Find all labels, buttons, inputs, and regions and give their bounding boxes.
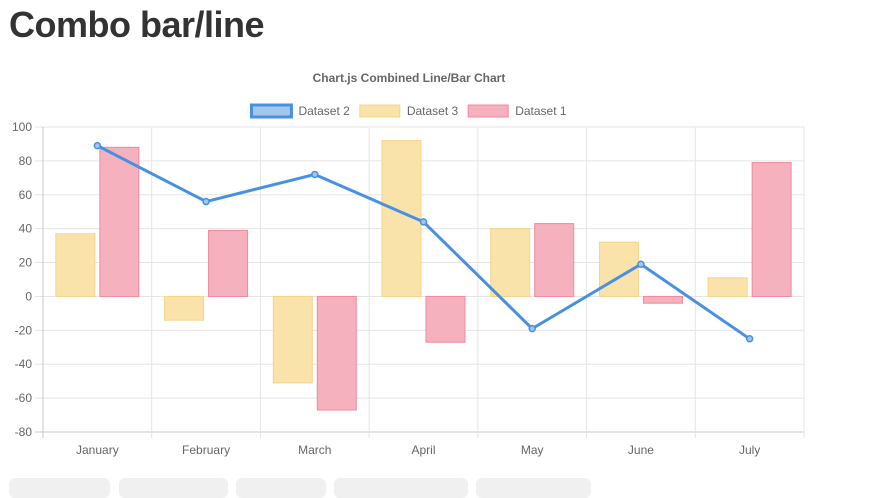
action-button-5[interactable]: [476, 478, 591, 498]
legend-swatch: [467, 104, 509, 118]
y-tick-label: -80: [15, 425, 33, 439]
line-point: [202, 197, 210, 206]
x-tick-label: May: [521, 443, 544, 457]
y-tick-label: 80: [19, 154, 33, 168]
bar-dataset-1: [425, 295, 466, 343]
y-tick-label: -60: [15, 391, 33, 405]
legend-swatch: [359, 104, 401, 118]
legend-swatch: [249, 103, 293, 119]
x-tick-label: June: [628, 443, 654, 457]
y-tick-label: 100: [12, 120, 32, 134]
bar-dataset-1: [99, 146, 140, 297]
x-tick-label: February: [182, 443, 230, 457]
y-tick-label: 40: [19, 222, 33, 236]
line-point: [419, 218, 428, 226]
x-tick-label: January: [76, 443, 119, 457]
page-title: Combo bar/line: [9, 4, 265, 45]
line-point: [93, 141, 102, 150]
y-tick-label: 20: [19, 256, 33, 270]
legend-label: Dataset 2: [298, 104, 350, 118]
action-button-4[interactable]: [334, 478, 468, 498]
chart-legend: Dataset 2 Dataset 3 Dataset 1: [249, 103, 567, 119]
line-point: [311, 170, 319, 179]
y-tick-label: -20: [15, 323, 33, 337]
chart-bars: [55, 140, 792, 411]
bar-dataset-3: [707, 277, 748, 297]
y-tick-label: 60: [19, 188, 33, 202]
bar-dataset-3: [164, 295, 205, 321]
x-tick-label: April: [411, 443, 435, 457]
line-point: [637, 260, 645, 268]
bar-dataset-1: [642, 295, 683, 304]
x-tick-label: July: [739, 443, 760, 457]
bar-dataset-1: [208, 229, 249, 297]
legend-label: Dataset 1: [515, 104, 567, 118]
chart-ticks: 100 80 60 40 20 0 -20 -40 -60 -80 January February M…: [12, 120, 760, 457]
bar-dataset-1: [534, 223, 575, 297]
line-point: [528, 324, 536, 333]
bar-dataset-1: [751, 162, 792, 297]
x-tick-label: March: [298, 443, 331, 457]
chart-line: [93, 141, 754, 343]
chart-title: Chart.js Combined Line/Bar Chart: [313, 71, 506, 85]
bar-dataset-1: [316, 295, 357, 411]
y-tick-label: -40: [15, 357, 33, 371]
line-point: [745, 335, 754, 343]
y-tick-label: 0: [25, 289, 32, 303]
bar-dataset-3: [55, 233, 96, 297]
action-button-2[interactable]: [119, 478, 228, 498]
action-button-3[interactable]: [236, 478, 326, 498]
bar-dataset-3: [272, 295, 313, 384]
legend-label: Dataset 3: [407, 104, 459, 118]
bar-dataset-3: [490, 228, 531, 297]
action-button-1[interactable]: [9, 478, 110, 498]
combo-chart: Chart.js Combined Line/Bar Chart 100 80 60…: [12, 71, 805, 457]
